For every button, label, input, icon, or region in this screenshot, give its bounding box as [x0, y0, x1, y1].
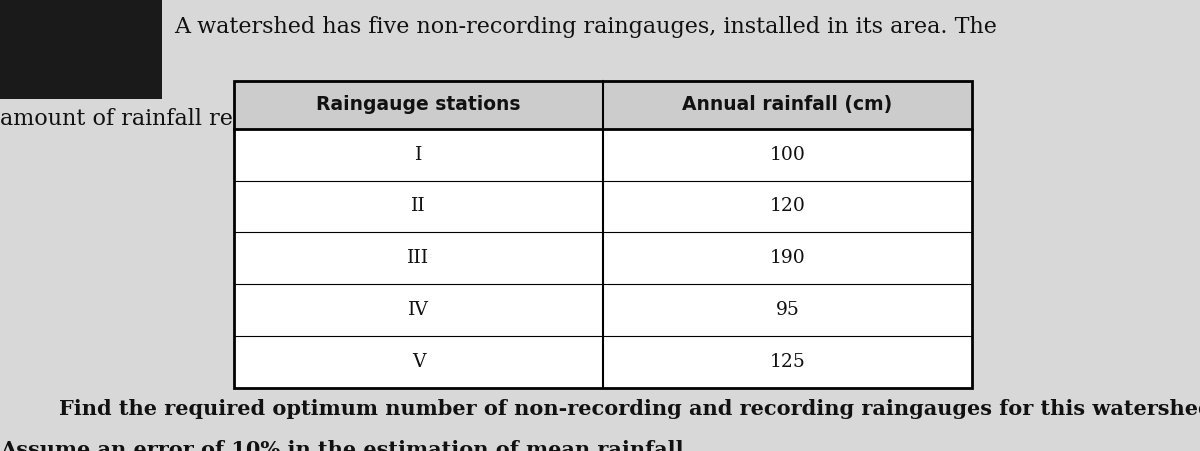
Text: II: II — [412, 198, 426, 216]
Text: 190: 190 — [769, 249, 805, 267]
Text: Raingauge stations: Raingauge stations — [317, 96, 521, 115]
Text: III: III — [408, 249, 430, 267]
Text: 100: 100 — [769, 146, 805, 164]
Text: V: V — [412, 353, 425, 371]
Text: Annual rainfall (cm): Annual rainfall (cm) — [683, 96, 893, 115]
Text: amount of rainfall recorded for one of the years is given below:: amount of rainfall recorded for one of t… — [0, 108, 715, 130]
Bar — [234, 81, 972, 388]
Bar — [234, 81, 972, 129]
Text: I: I — [415, 146, 422, 164]
FancyBboxPatch shape — [0, 0, 162, 99]
Text: 95: 95 — [775, 301, 799, 319]
Text: Find the required optimum number of non-recording and recording raingauges for t: Find the required optimum number of non-… — [30, 399, 1200, 419]
Text: IV: IV — [408, 301, 428, 319]
Bar — [234, 81, 972, 388]
Text: Assume an error of 10% in the estimation of mean rainfall.: Assume an error of 10% in the estimation… — [0, 440, 691, 451]
Text: 125: 125 — [769, 353, 805, 371]
Text: 120: 120 — [769, 198, 805, 216]
Text: A watershed has five non-recording raingauges, installed in its area. The: A watershed has five non-recording raing… — [174, 16, 997, 38]
